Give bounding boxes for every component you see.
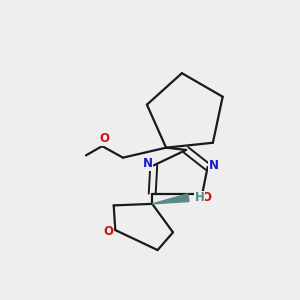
Text: N: N <box>208 159 219 172</box>
Text: N: N <box>143 157 153 170</box>
Text: H: H <box>195 191 205 204</box>
Text: O: O <box>100 132 110 145</box>
Polygon shape <box>152 194 189 204</box>
Text: O: O <box>202 191 212 205</box>
Text: O: O <box>103 225 113 238</box>
